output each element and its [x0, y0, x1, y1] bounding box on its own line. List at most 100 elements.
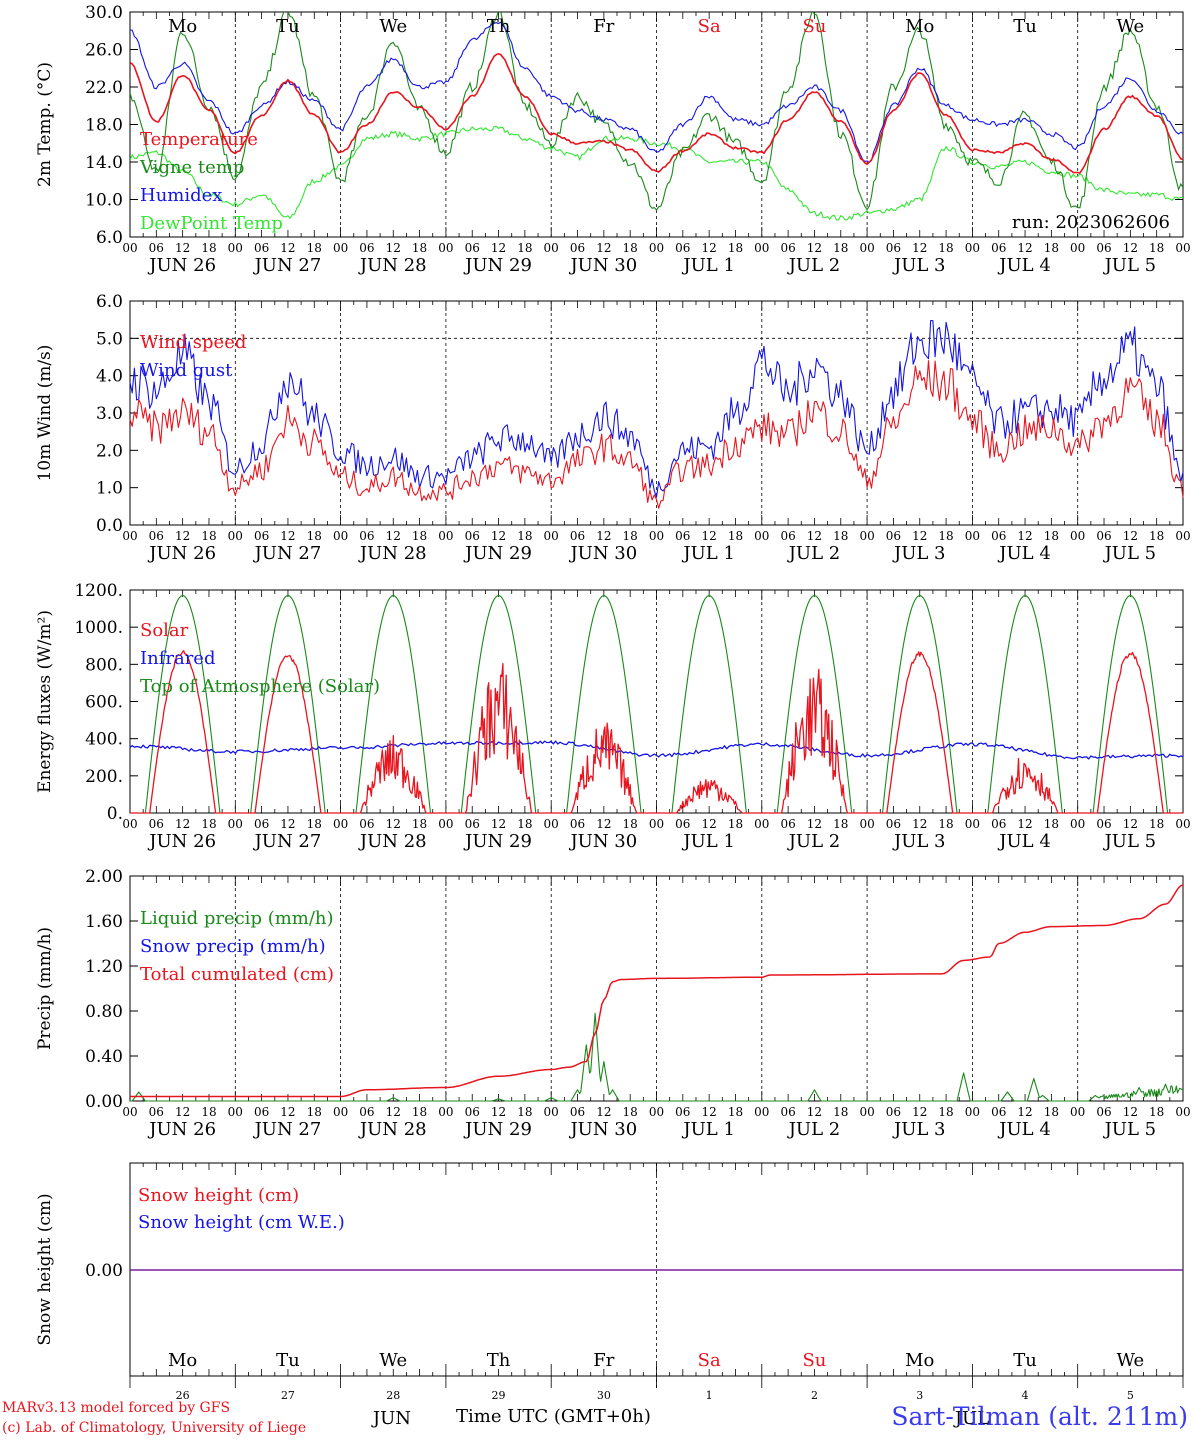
hour-tick-label: 18	[1044, 529, 1059, 543]
hour-tick-label: 18	[307, 1105, 322, 1119]
legend-entry: Snow precip (mm/h)	[140, 936, 326, 957]
hour-tick-label: 06	[675, 1105, 690, 1119]
y-tick-label: 0.0	[96, 516, 123, 536]
hour-tick-label: 00	[438, 1105, 453, 1119]
hour-tick-label: 06	[359, 529, 374, 543]
y-tick-label: 30.0	[85, 3, 123, 23]
run-label: run: 2023062606	[1012, 212, 1170, 233]
y-tick-label: 400.	[85, 730, 123, 750]
hour-tick-label: 18	[1149, 529, 1164, 543]
hour-tick-label: 00	[649, 1105, 664, 1119]
hour-tick-label: 18	[201, 529, 216, 543]
hour-tick-label: 00	[1070, 241, 1085, 255]
hour-tick-label: 00	[333, 817, 348, 831]
day-number-label: 3	[916, 1389, 923, 1402]
hour-tick-label: 00	[754, 1105, 769, 1119]
hour-tick-label: 18	[412, 1105, 427, 1119]
hour-tick-label: 00	[544, 817, 559, 831]
hour-tick-label: 12	[596, 241, 611, 255]
date-label: JUN 29	[463, 831, 532, 852]
hour-tick-label: 18	[623, 529, 638, 543]
hour-tick-label: 00	[1175, 241, 1190, 255]
series-line-liquid-precip	[130, 1012, 1184, 1102]
weekday-label: We	[1117, 1350, 1145, 1371]
y-tick-label: 14.0	[85, 153, 123, 173]
hour-tick-label: 18	[307, 817, 322, 831]
legend-entry: Solar	[140, 620, 189, 641]
legend-entry: Infrared	[140, 648, 215, 669]
hour-tick-label: 18	[938, 241, 953, 255]
y-tick-label: 600.	[85, 693, 123, 713]
weekday-label: Sa	[698, 16, 721, 37]
y-axis-label-5: Snow height (cm)	[35, 1193, 55, 1345]
hour-tick-label: 18	[938, 1105, 953, 1119]
hour-tick-label: 06	[886, 241, 901, 255]
hour-tick-label: 18	[1149, 1105, 1164, 1119]
y-tick-label: 18.0	[85, 116, 123, 136]
y-tick-label: 26.0	[85, 41, 123, 61]
hour-tick-label: 18	[833, 1105, 848, 1119]
weekday-label: Th	[487, 1350, 511, 1371]
hour-tick-label: 18	[201, 241, 216, 255]
legend-entry: Total cumulated (cm)	[140, 964, 334, 985]
date-label: JUL 5	[1103, 255, 1157, 276]
y-tick-label: 4.0	[96, 367, 123, 387]
series-line-total-cumulated	[130, 884, 1184, 1098]
hour-tick-label: 12	[702, 1105, 717, 1119]
hour-tick-label: 06	[149, 1105, 164, 1119]
y-tick-label: 0.00	[85, 1261, 123, 1281]
hour-tick-label: 00	[1175, 1105, 1190, 1119]
hour-tick-label: 00	[1070, 1105, 1085, 1119]
hour-tick-label: 06	[991, 241, 1006, 255]
hour-tick-label: 18	[623, 817, 638, 831]
hour-tick-label: 12	[1017, 817, 1032, 831]
hour-tick-label: 06	[886, 1105, 901, 1119]
date-label: JUN 26	[147, 255, 216, 276]
hour-tick-label: 12	[280, 529, 295, 543]
date-label: JUN 28	[358, 543, 427, 564]
hour-tick-label: 12	[1017, 241, 1032, 255]
date-label: JUN 27	[253, 1119, 322, 1140]
date-label: JUL 1	[681, 831, 735, 852]
hour-tick-label: 12	[280, 817, 295, 831]
hour-tick-label: 06	[254, 1105, 269, 1119]
hour-tick-label: 06	[254, 817, 269, 831]
hour-tick-label: 00	[859, 1105, 874, 1119]
hour-tick-label: 12	[702, 529, 717, 543]
hour-tick-label: 06	[780, 241, 795, 255]
hour-tick-label: 06	[991, 1105, 1006, 1119]
hour-tick-label: 18	[201, 1105, 216, 1119]
series-line-solar	[130, 650, 1183, 814]
hour-tick-label: 06	[570, 529, 585, 543]
hour-tick-label: 06	[359, 1105, 374, 1119]
hour-tick-label: 06	[886, 817, 901, 831]
day-number-label: 30	[597, 1389, 611, 1402]
hour-tick-label: 00	[965, 817, 980, 831]
hour-tick-label: 12	[386, 241, 401, 255]
date-label: JUL 2	[787, 831, 841, 852]
hour-tick-label: 18	[833, 241, 848, 255]
hour-tick-label: 06	[780, 1105, 795, 1119]
date-label: JUL 1	[681, 1119, 735, 1140]
hour-tick-label: 18	[623, 241, 638, 255]
y-axis-label-3: Energy fluxes (W/m²)	[35, 610, 55, 793]
hour-tick-label: 18	[412, 241, 427, 255]
hour-tick-label: 12	[807, 529, 822, 543]
y-axis-label-4: Precip (mm/h)	[35, 927, 55, 1050]
day-number-label: 5	[1127, 1389, 1134, 1402]
hour-tick-label: 00	[438, 241, 453, 255]
hour-tick-label: 18	[938, 529, 953, 543]
legend-entry: Wind speed	[140, 332, 246, 353]
hour-tick-label: 18	[833, 529, 848, 543]
hour-tick-label: 06	[359, 241, 374, 255]
series-line-vigne-temp	[130, 12, 1183, 211]
hour-tick-label: 06	[570, 1105, 585, 1119]
y-tick-label: 1.20	[85, 957, 123, 977]
hour-tick-label: 00	[859, 529, 874, 543]
weekday-label: We	[379, 1350, 407, 1371]
hour-tick-label: 12	[912, 241, 927, 255]
hour-tick-label: 12	[280, 241, 295, 255]
date-label: JUL 1	[681, 543, 735, 564]
hour-tick-label: 06	[465, 1105, 480, 1119]
hour-tick-label: 00	[649, 817, 664, 831]
